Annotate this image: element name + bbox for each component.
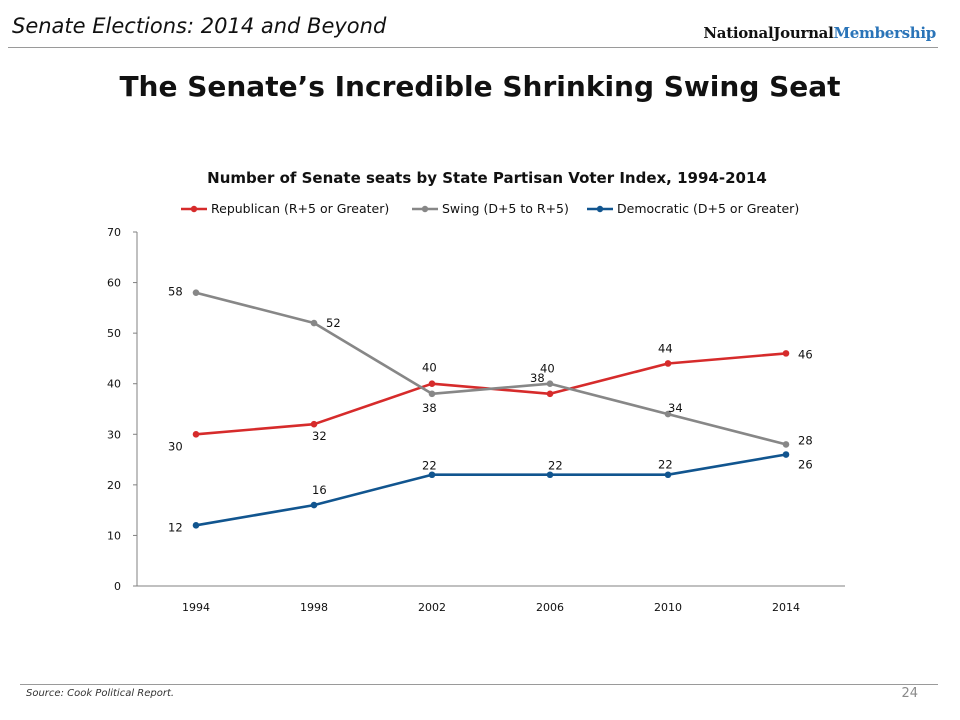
data-label: 22	[658, 458, 673, 472]
chart-series	[192, 289, 790, 529]
data-label: 22	[422, 459, 437, 473]
legend-label: Swing (D+5 to R+5)	[442, 201, 569, 216]
data-point	[310, 319, 318, 327]
series-line	[195, 291, 787, 446]
x-tick-label: 2014	[772, 601, 800, 614]
data-point	[664, 471, 672, 479]
legend-label: Democratic (D+5 or Greater)	[617, 201, 799, 216]
brand-logo: NationalJournalMembership	[703, 24, 936, 42]
data-point	[428, 380, 436, 388]
y-tick-label: 30	[107, 428, 121, 441]
data-point	[782, 441, 790, 448]
data-label: 40	[540, 362, 555, 376]
x-tick-label: 2006	[536, 601, 564, 614]
slide-title: The Senate’s Incredible Shrinking Swing …	[119, 70, 841, 103]
legend-marker	[596, 205, 604, 213]
header-title: Senate Elections: 2014 and Beyond	[12, 14, 387, 38]
line-chart: Number of Senate seats by State Partisan…	[107, 169, 845, 614]
x-tick-label: 1998	[300, 601, 328, 614]
brand-logo-part1: NationalJournal	[703, 24, 834, 42]
chart-legend: Republican (R+5 or Greater) Swing (D+5 to…	[181, 201, 799, 216]
chart-title: Number of Senate seats by State Partisan…	[207, 169, 767, 187]
y-tick-label: 50	[107, 327, 121, 340]
x-tick-label: 2010	[654, 601, 682, 614]
header-divider	[8, 47, 938, 48]
data-label: 16	[312, 483, 327, 497]
data-label: 12	[168, 520, 183, 534]
data-label: 26	[798, 458, 813, 472]
data-point	[664, 360, 672, 367]
data-label: 40	[422, 361, 437, 375]
data-label: 30	[168, 439, 183, 453]
data-label: 52	[326, 316, 341, 330]
y-tick-label: 60	[107, 277, 121, 290]
data-label: 44	[658, 341, 673, 355]
data-point	[310, 420, 318, 428]
page-number: 24	[901, 686, 918, 701]
brand-logo-part2: Membership	[833, 24, 937, 42]
y-tick-label: 20	[107, 479, 121, 492]
y-tick-label: 40	[107, 378, 121, 391]
y-tick-label: 10	[107, 529, 121, 542]
data-label: 32	[312, 429, 327, 443]
legend-marker	[421, 205, 429, 213]
x-tick-label: 2002	[418, 601, 446, 614]
legend-marker	[190, 205, 198, 213]
data-point	[310, 501, 318, 509]
data-point	[664, 410, 672, 418]
data-label: 38	[422, 401, 437, 415]
data-label: 58	[168, 285, 183, 299]
legend-label: Republican (R+5 or Greater)	[211, 201, 389, 216]
data-point	[546, 380, 554, 388]
data-label: 28	[798, 433, 813, 447]
data-label: 46	[798, 347, 813, 361]
data-point	[192, 522, 200, 529]
x-tick-label: 1994	[182, 601, 210, 614]
y-tick-label: 70	[107, 226, 121, 239]
data-point	[782, 350, 790, 357]
data-label: 22	[548, 459, 563, 473]
series-line	[195, 453, 787, 527]
data-point	[192, 289, 200, 296]
footer-divider	[20, 684, 938, 685]
data-label: 34	[668, 401, 683, 415]
chart-axes: 0 10 20 30 40 50 60 70 1994 1998 2002 2006 2010 2014	[107, 226, 845, 614]
data-label: 38	[530, 371, 545, 385]
data-point	[192, 430, 200, 438]
y-tick-label: 0	[114, 580, 121, 593]
data-point	[546, 471, 554, 479]
source-note: Source: Cook Political Report.	[26, 688, 175, 699]
data-point	[546, 390, 554, 398]
data-point	[782, 451, 790, 458]
data-point	[428, 390, 436, 398]
data-point	[428, 471, 436, 479]
